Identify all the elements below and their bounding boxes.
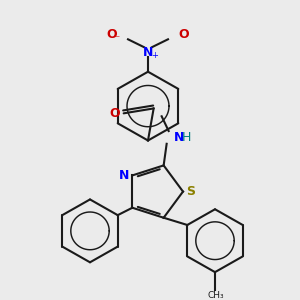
Text: O: O [179, 28, 189, 41]
Text: N: N [119, 169, 130, 182]
Text: H: H [182, 131, 191, 144]
Text: S: S [187, 185, 196, 198]
Text: CH₃: CH₃ [208, 291, 224, 300]
Text: ⁻: ⁻ [114, 34, 120, 44]
Text: O: O [109, 107, 120, 120]
Text: N: N [143, 46, 153, 59]
Text: +: + [152, 52, 158, 61]
Text: O: O [107, 28, 117, 41]
Text: N: N [173, 131, 184, 144]
